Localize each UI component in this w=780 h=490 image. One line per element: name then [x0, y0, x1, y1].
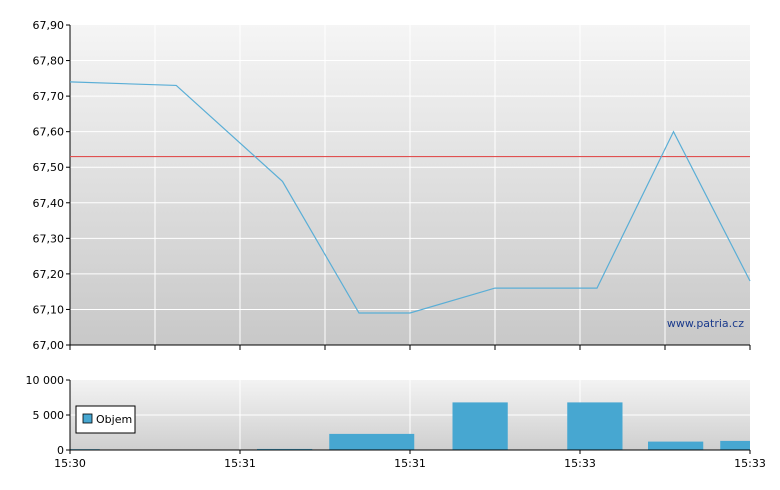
- volume-bars: [70, 402, 750, 450]
- volume-bar: [452, 402, 508, 450]
- price-panel: 67,90 67,80 67,70 67,60 67,50 67,40 67,30 67,20…: [33, 19, 751, 352]
- legend-label: Objem: [96, 413, 132, 426]
- volume-y-tick-label: 10 000: [26, 374, 65, 387]
- volume-x-tick-label: 15:30: [54, 457, 86, 470]
- volume-x-tick-label: 15:33: [734, 457, 766, 470]
- price-y-tick-label: 67,50: [33, 161, 65, 174]
- price-y-tick-label: 67,00: [33, 339, 65, 352]
- volume-x-axis: 15:30 15:31 15:31 15:33 15:33: [54, 450, 766, 470]
- volume-x-tick-label: 15:31: [224, 457, 256, 470]
- price-x-axis-ticks: [69, 345, 751, 350]
- volume-bar: [257, 448, 313, 450]
- volume-bar: [720, 440, 750, 450]
- price-y-axis: 67,90 67,80 67,70 67,60 67,50 67,40 67,30 67,20…: [33, 19, 70, 352]
- volume-bar: [329, 433, 415, 450]
- volume-bar: [567, 402, 623, 450]
- volume-bar: [648, 441, 704, 450]
- volume-y-axis: 10 000 5 000 0: [26, 374, 70, 457]
- watermark: www.patria.cz: [667, 317, 744, 330]
- price-y-tick-label: 67,70: [33, 90, 65, 103]
- volume-y-tick-label: 5 000: [33, 409, 65, 422]
- price-y-tick-label: 67,20: [33, 268, 65, 281]
- legend-box: [75, 405, 136, 434]
- volume-x-tick-label: 15:31: [394, 457, 426, 470]
- volume-panel: 10 000 5 000 0 15:30 15:31 15:31 15:33 15:33 O…: [26, 374, 766, 470]
- legend-swatch: [82, 413, 93, 424]
- price-y-tick-label: 67,40: [33, 197, 65, 210]
- volume-x-tick-label: 15:33: [564, 457, 596, 470]
- volume-y-tick-label: 0: [57, 444, 64, 457]
- price-y-tick-label: 67,90: [33, 19, 65, 32]
- price-series-line: [69, 81, 751, 314]
- price-y-tick-label: 67,60: [33, 126, 65, 139]
- legend: Objem: [75, 405, 136, 434]
- price-y-tick-label: 67,30: [33, 232, 65, 245]
- price-y-tick-label: 67,80: [33, 55, 65, 68]
- price-grid: [70, 25, 750, 345]
- price-y-tick-label: 67,10: [33, 303, 65, 316]
